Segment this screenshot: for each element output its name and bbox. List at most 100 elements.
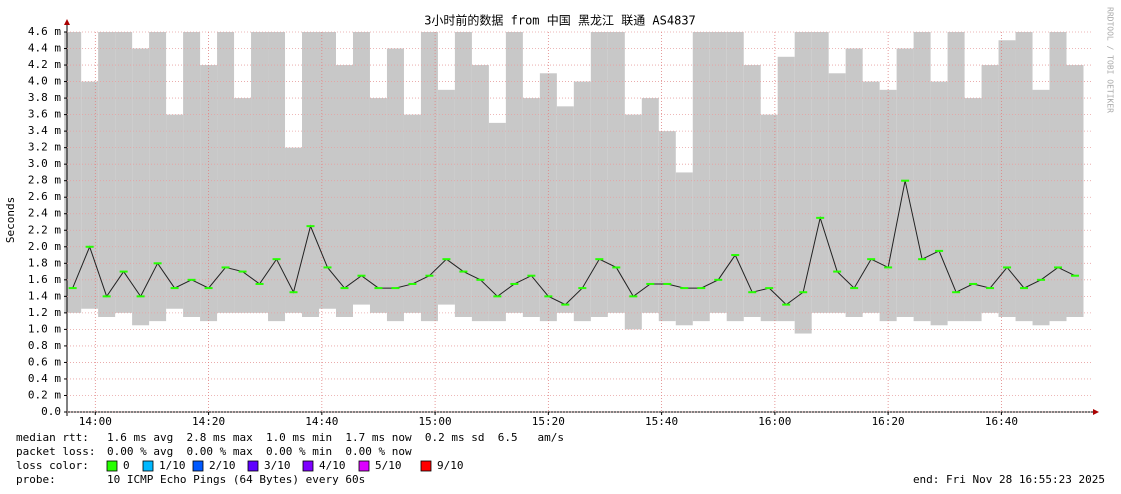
smoke-band (726, 32, 744, 322)
smoke-band (98, 32, 116, 317)
y-tick-label: 3.4 m (28, 124, 61, 137)
smoke-band (115, 32, 133, 313)
y-tick-label: 3.6 m (28, 108, 61, 121)
smoke-band (692, 32, 710, 322)
smoke-band (369, 98, 387, 313)
y-tick-label: 0.0 (41, 405, 61, 418)
smoke-band (811, 32, 829, 313)
legend-label: 3/10 (264, 459, 291, 472)
y-axis-label: Seconds (4, 197, 17, 243)
x-tick-label: 15:40 (645, 415, 678, 428)
smoke-band (132, 48, 150, 326)
legend-label: 1/10 (159, 459, 186, 472)
smoke-band (981, 65, 999, 313)
y-tick-label: 2.8 m (28, 174, 61, 187)
smoke-band (879, 89, 897, 322)
legend-label: 9/10 (437, 459, 464, 472)
footer-text: end: Fri Nov 28 16:55:23 2025 (913, 473, 1105, 486)
smoke-band (624, 114, 642, 330)
footer-label: median rtt: (16, 431, 89, 444)
y-tick-label: 3.2 m (28, 141, 61, 154)
smoke-band (794, 32, 812, 334)
smoke-band (658, 131, 676, 322)
legend-swatch (247, 460, 259, 472)
y-tick-label: 4.4 m (28, 42, 61, 55)
legend-swatch (358, 460, 370, 472)
smoke-band (590, 32, 608, 317)
footer-text: 1.6 ms avg 2.8 ms max 1.0 ms min 1.7 ms … (107, 431, 564, 444)
x-tick-label: 16:20 (872, 415, 905, 428)
x-tick-label: 14:20 (192, 415, 225, 428)
y-tick-label: 1.8 m (28, 256, 61, 269)
legend-label: 2/10 (209, 459, 236, 472)
y-tick-label: 4.2 m (28, 58, 61, 71)
footer-text: 0.00 % avg 0.00 % max 0.00 % min 0.00 % … (107, 445, 412, 458)
smoke-band (1066, 65, 1084, 317)
footer-label: probe: (16, 473, 56, 486)
y-tick-label: 4.6 m (28, 25, 61, 38)
smoke-band (488, 122, 506, 322)
legend-swatch (302, 460, 314, 472)
x-tick-label: 14:00 (79, 415, 112, 428)
legend-label: 5/10 (375, 459, 402, 472)
smoke-band (217, 32, 235, 313)
smoke-band (200, 65, 218, 322)
x-tick-label: 14:40 (305, 415, 338, 428)
smoke-band (573, 81, 591, 322)
smoke-band (1032, 89, 1050, 326)
x-tick-label: 16:00 (758, 415, 791, 428)
y-tick-label: 0.6 m (28, 355, 61, 368)
smoke-band (709, 32, 727, 313)
y-tick-label: 2.2 m (28, 223, 61, 236)
y-tick-label: 0.8 m (28, 339, 61, 352)
smoke-band (437, 89, 455, 305)
smoke-band (930, 81, 948, 326)
smoke-band (998, 40, 1016, 318)
x-tick-label: 16:40 (985, 415, 1018, 428)
legend-label: 0 (123, 459, 130, 472)
smoke-band (302, 32, 320, 317)
y-tick-label: 4.0 m (28, 75, 61, 88)
legend-swatch (192, 460, 204, 472)
smoke-band (947, 32, 965, 322)
smoke-band (183, 32, 201, 317)
smoke-band (743, 65, 761, 317)
smoke-band (81, 81, 99, 309)
legend-swatch (420, 460, 432, 472)
smoke-band (760, 114, 778, 322)
smoke-band (828, 73, 846, 313)
smoke-band (64, 32, 82, 313)
y-tick-label: 0.2 m (28, 388, 61, 401)
smoke-band (285, 147, 303, 313)
y-tick-label: 0.4 m (28, 372, 61, 385)
smoke-band (556, 106, 574, 313)
footer-label: loss color: (16, 459, 89, 472)
legend-label: 4/10 (319, 459, 346, 472)
smoke-band (268, 32, 286, 322)
footer-label: packet loss: (16, 445, 95, 458)
y-tick-label: 2.4 m (28, 207, 61, 220)
legend-swatch (106, 460, 118, 472)
smoke-band (913, 32, 931, 322)
smoke-band (166, 114, 184, 309)
smoke-band (675, 172, 693, 326)
smoke-band (352, 32, 370, 305)
smoke-band (471, 65, 489, 322)
x-tick-label: 15:20 (532, 415, 565, 428)
smoke-band (251, 32, 269, 313)
smoke-band (845, 48, 863, 318)
smoke-band (420, 32, 438, 322)
chart-title: 3小时前的数据 from 中国 黑龙江 联通 AS4837 (424, 13, 696, 28)
smoke-band (1015, 32, 1033, 322)
smoke-band (149, 32, 167, 322)
smoke-band (522, 98, 540, 317)
x-tick-label: 15:00 (419, 415, 452, 428)
smoke-band (386, 48, 404, 322)
y-tick-label: 1.6 m (28, 273, 61, 286)
smoke-band (607, 32, 625, 313)
watermark: RRDTOOL / TOBI OETIKER (1106, 7, 1115, 113)
legend-swatch (142, 460, 154, 472)
smoke-band (777, 56, 795, 322)
smoke-band (964, 98, 982, 322)
